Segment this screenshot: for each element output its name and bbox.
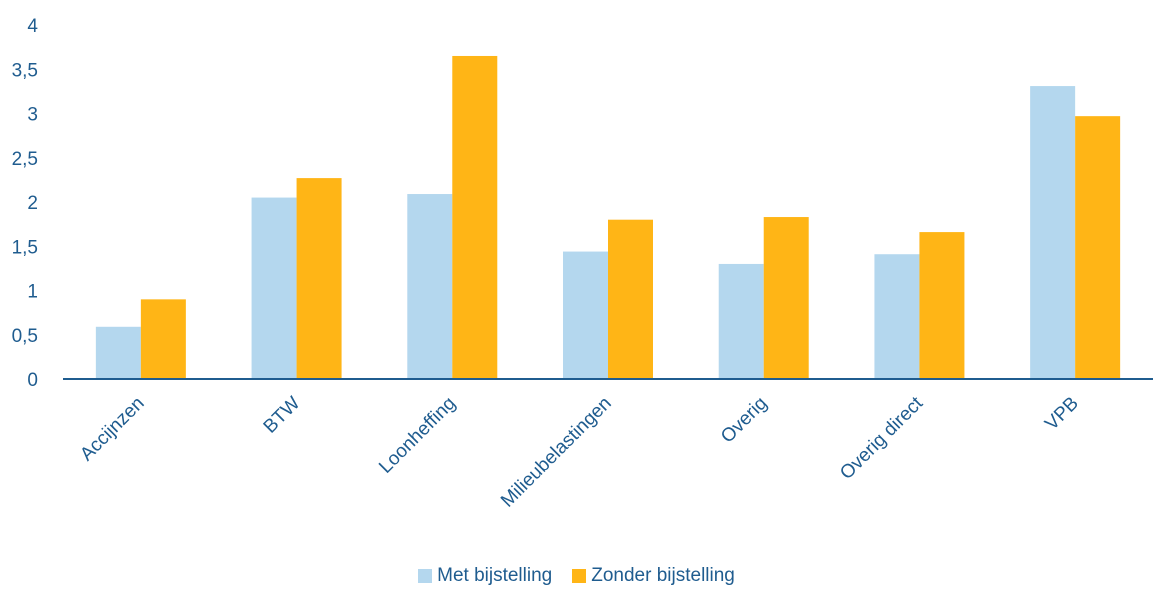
x-tick-label: Milieubelastingen <box>497 393 616 512</box>
legend-label-series-2: Zonder bijstelling <box>591 565 735 586</box>
y-tick-label: 0,5 <box>12 326 38 347</box>
bar-series-1-btw <box>251 197 297 379</box>
legend-swatch-series-1 <box>418 569 433 583</box>
bar-series-2-vpb <box>1075 116 1121 379</box>
y-tick-label: 3,5 <box>12 60 38 81</box>
legend-item-series-1: Met bijstelling <box>418 565 552 587</box>
bar-series-2-milieubelastingen <box>608 219 653 379</box>
y-tick-label: 4 <box>27 16 38 37</box>
bar-series-1-milieubelastingen <box>563 251 608 379</box>
x-tick-label: BTW <box>260 393 305 438</box>
y-tick-label: 2 <box>27 193 38 214</box>
x-tick-label: Accijnzen <box>76 393 148 465</box>
bar-series-1-overig <box>718 263 764 379</box>
x-tick-label: Loonheffing <box>375 393 460 478</box>
bars-group <box>95 55 1121 379</box>
legend-label-series-1: Met bijstelling <box>437 565 553 586</box>
bar-series-1-loonheffing <box>407 194 453 379</box>
x-tick-label: Overig direct <box>836 392 928 484</box>
bar-series-2-overig <box>763 217 809 379</box>
y-tick-label: 0 <box>27 370 38 391</box>
y-tick-label: 3 <box>27 105 38 126</box>
bar-series-1-overig-direct <box>874 254 920 379</box>
bar-series-2-accijnzen <box>140 299 186 379</box>
bar-series-1-vpb <box>1030 86 1076 379</box>
y-tick-label: 1,5 <box>12 237 38 258</box>
legend-swatch-series-2 <box>572 569 587 583</box>
bar-series-2-overig-direct <box>919 232 965 379</box>
x-tick-label: VPB <box>1041 393 1083 435</box>
bar-series-1-accijnzen <box>95 326 141 379</box>
x-axis-labels: Accijnzen BTW Loonheffing Milieubelastingen… <box>76 392 1083 511</box>
bar-series-2-loonheffing <box>452 55 498 379</box>
legend-item-series-2: Zonder bijstelling <box>572 565 735 587</box>
bar-series-2-btw <box>296 178 342 379</box>
x-tick-label: Overig <box>717 393 771 447</box>
y-axis-ticks: 0 0,5 1 1,5 2 2,5 3 3,5 4 <box>12 16 39 391</box>
y-tick-label: 1 <box>27 282 38 303</box>
legend: Met bijstelling Zonder bijstelling <box>0 565 1153 587</box>
y-tick-label: 2,5 <box>12 149 38 170</box>
